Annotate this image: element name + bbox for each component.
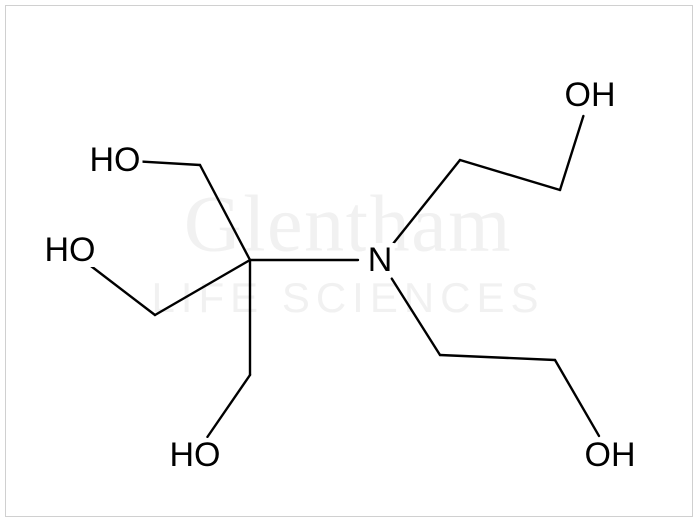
atom-label-OH2: OH: [583, 438, 638, 472]
atom-label-OH5: HO: [88, 143, 143, 177]
atom-label-OH3: HO: [168, 438, 223, 472]
atom-label-OH4: HO: [43, 233, 98, 267]
atom-label-N: N: [366, 243, 395, 277]
atom-label-OH1: OH: [563, 78, 618, 112]
